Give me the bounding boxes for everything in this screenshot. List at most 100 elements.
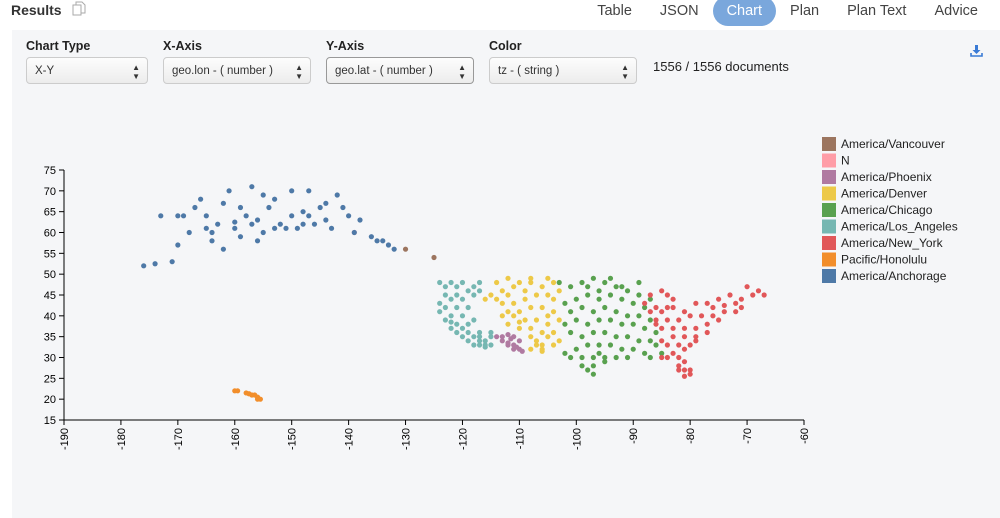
data-point	[459, 296, 466, 302]
data-point	[698, 313, 705, 319]
y-tick-label: 20	[44, 394, 56, 406]
data-point	[454, 329, 460, 336]
data-point	[585, 284, 591, 290]
data-point	[670, 296, 676, 302]
tab-table[interactable]: Table	[597, 3, 632, 19]
data-point	[647, 292, 653, 298]
data-point	[442, 284, 448, 290]
data-point	[647, 317, 653, 323]
data-point	[448, 296, 454, 302]
data-point	[482, 338, 488, 344]
data-point	[465, 329, 471, 336]
data-point	[585, 321, 591, 327]
data-point	[585, 342, 591, 348]
download-icon[interactable]	[970, 44, 983, 57]
data-point	[351, 229, 357, 236]
data-point	[442, 317, 448, 323]
data-point	[203, 213, 209, 219]
data-point	[716, 296, 722, 302]
data-point	[437, 300, 443, 306]
y-axis-label: Y-Axis	[326, 39, 365, 53]
data-point	[607, 317, 614, 323]
data-point	[568, 329, 574, 336]
data-point	[647, 309, 653, 315]
x-tick-label: -60	[799, 428, 811, 444]
data-point	[664, 292, 670, 298]
y-axis-select[interactable]: geo.lat - ( number ) ▲ ▼	[326, 57, 474, 84]
data-point	[215, 221, 221, 227]
tab-advice[interactable]: Advice	[934, 3, 978, 19]
data-point	[505, 275, 511, 281]
data-point	[619, 346, 625, 352]
data-point	[465, 304, 471, 311]
data-point	[562, 350, 568, 356]
y-tick-label: 60	[44, 228, 56, 240]
data-point	[590, 363, 596, 369]
data-point	[448, 319, 454, 325]
data-point	[562, 300, 568, 306]
data-point	[454, 304, 460, 311]
data-point	[670, 325, 676, 331]
data-point	[659, 288, 665, 294]
data-point	[522, 317, 528, 323]
tab-plan-text[interactable]: Plan Text	[847, 3, 907, 19]
data-point	[664, 317, 670, 323]
x-tick-label: -180	[116, 428, 128, 450]
data-point	[235, 388, 241, 394]
data-point	[203, 225, 209, 231]
data-point	[232, 225, 238, 231]
tab-plan[interactable]: Plan	[790, 3, 820, 19]
data-point	[710, 313, 716, 319]
data-point	[681, 309, 688, 315]
data-point	[465, 321, 471, 327]
data-point	[545, 313, 551, 319]
data-point	[550, 329, 557, 336]
x-axis-value: geo.lon - ( number )	[172, 65, 273, 77]
chart-type-control: Chart Type X-Y ▲ ▼	[26, 39, 148, 84]
data-point	[687, 367, 693, 373]
data-point	[670, 304, 676, 311]
data-point	[636, 338, 642, 344]
data-point	[519, 348, 525, 354]
data-point	[676, 317, 682, 323]
data-point	[528, 346, 534, 352]
data-point	[579, 304, 585, 311]
data-point	[642, 300, 648, 306]
data-point	[619, 296, 625, 302]
data-point	[323, 200, 329, 206]
tab-chart[interactable]: Chart	[712, 0, 777, 26]
data-point	[442, 304, 448, 311]
data-point	[647, 354, 653, 361]
color-select[interactable]: tz - ( string ) ▲ ▼	[489, 57, 637, 84]
data-point	[505, 342, 511, 348]
chart-type-select[interactable]: X-Y ▲ ▼	[26, 57, 148, 84]
data-point	[653, 304, 659, 311]
data-point	[596, 317, 602, 323]
data-point	[670, 350, 676, 356]
x-axis-select[interactable]: geo.lon - ( number ) ▲ ▼	[163, 57, 311, 84]
data-point	[528, 325, 534, 331]
data-point	[254, 238, 261, 244]
data-point	[476, 279, 483, 286]
data-point	[488, 334, 494, 340]
data-point	[494, 279, 500, 286]
data-point	[249, 184, 255, 190]
data-point	[254, 217, 261, 223]
data-point	[630, 346, 636, 352]
data-point	[681, 359, 688, 365]
tab-json[interactable]: JSON	[659, 3, 699, 19]
y-tick-label: 70	[44, 186, 56, 198]
data-point	[596, 350, 602, 356]
data-point	[454, 292, 460, 298]
legend-swatch	[822, 186, 836, 201]
data-point	[573, 346, 579, 352]
data-point	[602, 359, 608, 365]
results-header: Results Table JSON Chart Plan Plan Text …	[0, 0, 1000, 30]
x-axis-label: X-Axis	[163, 39, 202, 53]
data-point	[391, 246, 397, 252]
data-point	[573, 317, 579, 323]
data-point	[687, 371, 693, 377]
data-point	[710, 304, 716, 311]
data-point	[482, 344, 488, 350]
copy-icon[interactable]	[72, 1, 86, 16]
